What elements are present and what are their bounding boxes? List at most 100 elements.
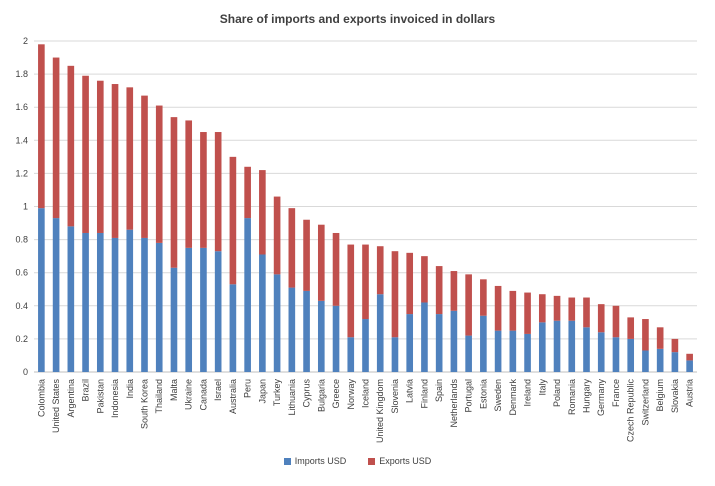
x-tick-label: Slovenia [390,379,400,414]
bar-exports [612,305,620,338]
bar-exports [259,170,266,255]
x-tick-label: Turkey [272,379,282,407]
x-tick-label: Latvia [405,379,415,403]
bar-imports [583,327,590,372]
x-tick-label: India [125,379,135,399]
bar-exports [303,219,310,291]
bar-imports [362,319,369,372]
bar-exports [332,232,340,306]
bar-exports [494,285,502,331]
bar-exports [509,290,517,331]
x-tick-label: Japan [257,379,267,404]
bar-exports [229,156,237,285]
bar-imports [480,315,487,372]
bar-imports [568,320,576,372]
y-tick-label: 0.4 [15,301,28,311]
bar-exports [391,251,399,338]
x-tick-label: Bulgaria [316,379,326,412]
x-tick-label: Brazil [81,379,91,402]
bar-exports [627,317,635,339]
y-tick-label: 1.6 [15,102,28,112]
bar-imports [391,337,399,372]
x-tick-label: Colombia [36,379,46,417]
x-tick-label: Lithuania [287,379,297,416]
y-tick-label: 0.6 [15,268,28,278]
bar-imports [317,300,325,372]
chart-title: Share of imports and exports invoiced in… [219,12,496,26]
x-tick-label: Portugal [464,379,474,413]
imports-swatch [283,457,291,465]
bar-exports [288,208,296,288]
x-tick-label: Cyprus [302,379,312,408]
bar-imports [627,338,635,372]
x-tick-label: Australia [228,379,238,414]
bar-imports [111,237,119,372]
bar-imports [435,314,443,372]
y-tick-label: 1.4 [15,135,28,145]
x-tick-label: Norway [346,379,356,410]
legend-label-imports: Imports USD [294,456,347,466]
bar-exports [376,246,384,295]
x-tick-label: Spain [434,379,444,402]
bar-exports [244,166,251,219]
y-tick-label: 2 [23,36,28,46]
bar-imports [597,332,605,372]
x-tick-label: United Kingdom [375,379,385,443]
bar-imports [524,333,531,372]
bar-exports [185,120,193,248]
x-tick-label: Germany [596,379,606,417]
bar-exports [435,266,443,315]
bar-imports [244,218,251,372]
bar-imports [671,352,679,372]
exports-swatch [368,457,376,465]
bar-imports [170,267,178,372]
bar-imports [52,218,60,372]
bar-imports [406,314,414,372]
x-tick-label: Switzerland [640,379,650,426]
bar-exports [170,117,178,268]
bar-imports [126,229,134,372]
y-tick-label: 0.8 [15,235,28,245]
y-tick-label: 0.2 [15,334,28,344]
bar-imports [376,294,384,372]
x-tick-label: Italy [537,379,547,396]
bar-imports [185,247,193,372]
bar-imports [38,208,45,372]
bar-exports [538,294,546,323]
bar-exports [273,196,281,275]
bar-imports [509,330,517,372]
x-tick-label: Belgium [655,379,665,412]
x-tick-label: Estonia [478,379,488,409]
bar-exports [597,304,605,333]
y-tick-label: 0 [23,367,28,377]
x-tick-label: Finland [419,379,429,409]
bar-exports [155,105,163,243]
bar-imports [553,320,561,372]
bar-imports [421,302,428,372]
x-tick-label: Poland [552,379,562,407]
x-tick-label: Denmark [508,379,518,416]
bar-imports [288,287,296,372]
x-tick-label: Malta [169,379,179,401]
bar-exports [686,353,693,361]
x-tick-label: Hungary [582,379,592,414]
x-tick-label: Ukraine [184,379,194,410]
bar-exports [52,57,60,219]
bar-exports [583,297,590,328]
bar-imports [214,251,222,372]
legend-label-exports: Exports USD [379,456,432,466]
bar-imports [82,232,89,372]
bar-imports [67,226,75,372]
bar-exports [553,295,561,321]
bar-exports [67,65,75,227]
x-tick-label: Indonesia [110,379,120,418]
x-tick-label: Canada [198,379,208,411]
x-tick-label: Thailand [154,379,164,414]
bar-exports [656,327,664,349]
bar-imports [450,310,458,372]
x-tick-label: Peru [243,379,253,398]
x-tick-label: South Korea [140,379,150,429]
y-tick-label: 1.2 [15,168,28,178]
x-tick-label: Slovakia [670,379,680,413]
